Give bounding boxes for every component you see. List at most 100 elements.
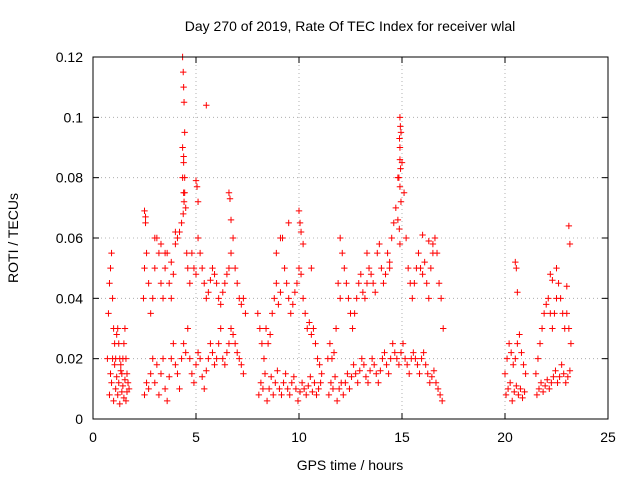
data-point	[565, 222, 573, 230]
data-point	[108, 379, 115, 386]
data-point	[285, 219, 292, 227]
data-point	[281, 264, 288, 272]
data-point	[254, 310, 261, 317]
data-point	[539, 388, 547, 396]
data-point	[238, 361, 245, 368]
data-point	[273, 249, 280, 257]
data-point	[363, 280, 371, 287]
data-point	[316, 361, 323, 368]
data-point	[180, 340, 187, 347]
data-point	[181, 129, 188, 136]
data-point	[122, 355, 130, 362]
data-point	[376, 240, 383, 248]
data-point	[514, 340, 521, 347]
data-point	[382, 271, 389, 278]
data-point	[188, 249, 196, 257]
data-point	[515, 391, 522, 399]
chart-title: Day 270 of 2019, Rate Of TEC Index for r…	[185, 18, 515, 34]
data-point	[377, 367, 384, 374]
data-point	[179, 144, 186, 151]
data-point	[223, 271, 231, 278]
data-point	[308, 264, 315, 272]
data-point	[565, 325, 573, 332]
data-point	[122, 397, 130, 405]
data-point	[271, 295, 278, 302]
data-point	[227, 216, 235, 224]
data-point	[190, 379, 198, 386]
data-point	[437, 295, 445, 302]
data-point	[553, 264, 560, 272]
data-point	[209, 349, 216, 356]
data-point	[272, 379, 279, 386]
data-point	[401, 355, 409, 362]
data-point	[411, 280, 418, 287]
data-point	[552, 367, 559, 374]
data-point	[221, 361, 229, 368]
data-point	[328, 355, 336, 362]
x-tick-label: 0	[89, 429, 97, 445]
data-point	[359, 289, 367, 296]
data-point	[282, 370, 289, 377]
data-point	[192, 361, 200, 368]
data-point	[295, 207, 303, 215]
data-point	[231, 340, 239, 347]
data-point	[520, 361, 527, 368]
data-point	[396, 144, 404, 151]
data-point	[293, 280, 301, 287]
data-point	[287, 310, 294, 317]
data-point	[387, 355, 394, 362]
data-point	[242, 310, 249, 317]
data-point	[256, 325, 264, 332]
data-point	[157, 240, 165, 248]
data-point	[196, 355, 204, 362]
data-point	[275, 301, 282, 308]
data-point	[207, 340, 214, 347]
data-point	[432, 379, 440, 386]
data-point	[303, 391, 310, 399]
data-point	[423, 280, 430, 287]
data-point	[283, 280, 290, 287]
data-point	[393, 355, 401, 362]
data-point	[168, 355, 175, 362]
data-point	[345, 295, 352, 302]
data-point	[436, 391, 444, 399]
data-point	[421, 258, 428, 266]
data-point	[397, 165, 404, 172]
data-point	[370, 361, 378, 368]
data-point	[521, 388, 528, 396]
data-point	[429, 249, 437, 257]
data-point	[427, 264, 435, 272]
data-point	[201, 280, 208, 287]
data-point	[174, 234, 181, 242]
data-point	[425, 237, 432, 245]
axis-ticks: 0 0.02 0.04 0.06 0.08 0.1 0.12 0 5 10 15 20 25	[56, 49, 616, 445]
data-point	[548, 379, 555, 386]
data-point	[555, 280, 562, 287]
data-point	[114, 391, 121, 399]
data-point	[203, 367, 210, 374]
data-point	[273, 280, 280, 287]
data-point	[511, 388, 518, 396]
data-point	[109, 355, 116, 362]
data-point	[155, 249, 163, 257]
data-point	[297, 228, 305, 236]
data-point	[501, 370, 509, 377]
data-point	[346, 385, 353, 393]
data-point	[113, 331, 120, 338]
data-point	[560, 370, 567, 377]
data-point	[159, 295, 167, 302]
data-point	[221, 280, 229, 287]
data-point	[307, 373, 314, 380]
data-point	[258, 340, 266, 347]
data-point	[285, 295, 292, 302]
data-point	[396, 183, 404, 190]
data-point	[535, 385, 543, 393]
data-point	[115, 379, 122, 386]
data-point	[113, 373, 120, 380]
data-point	[217, 301, 224, 308]
data-point	[416, 370, 423, 377]
data-point	[340, 391, 347, 399]
data-point	[225, 264, 233, 272]
data-point	[203, 102, 210, 109]
data-point	[117, 361, 125, 368]
